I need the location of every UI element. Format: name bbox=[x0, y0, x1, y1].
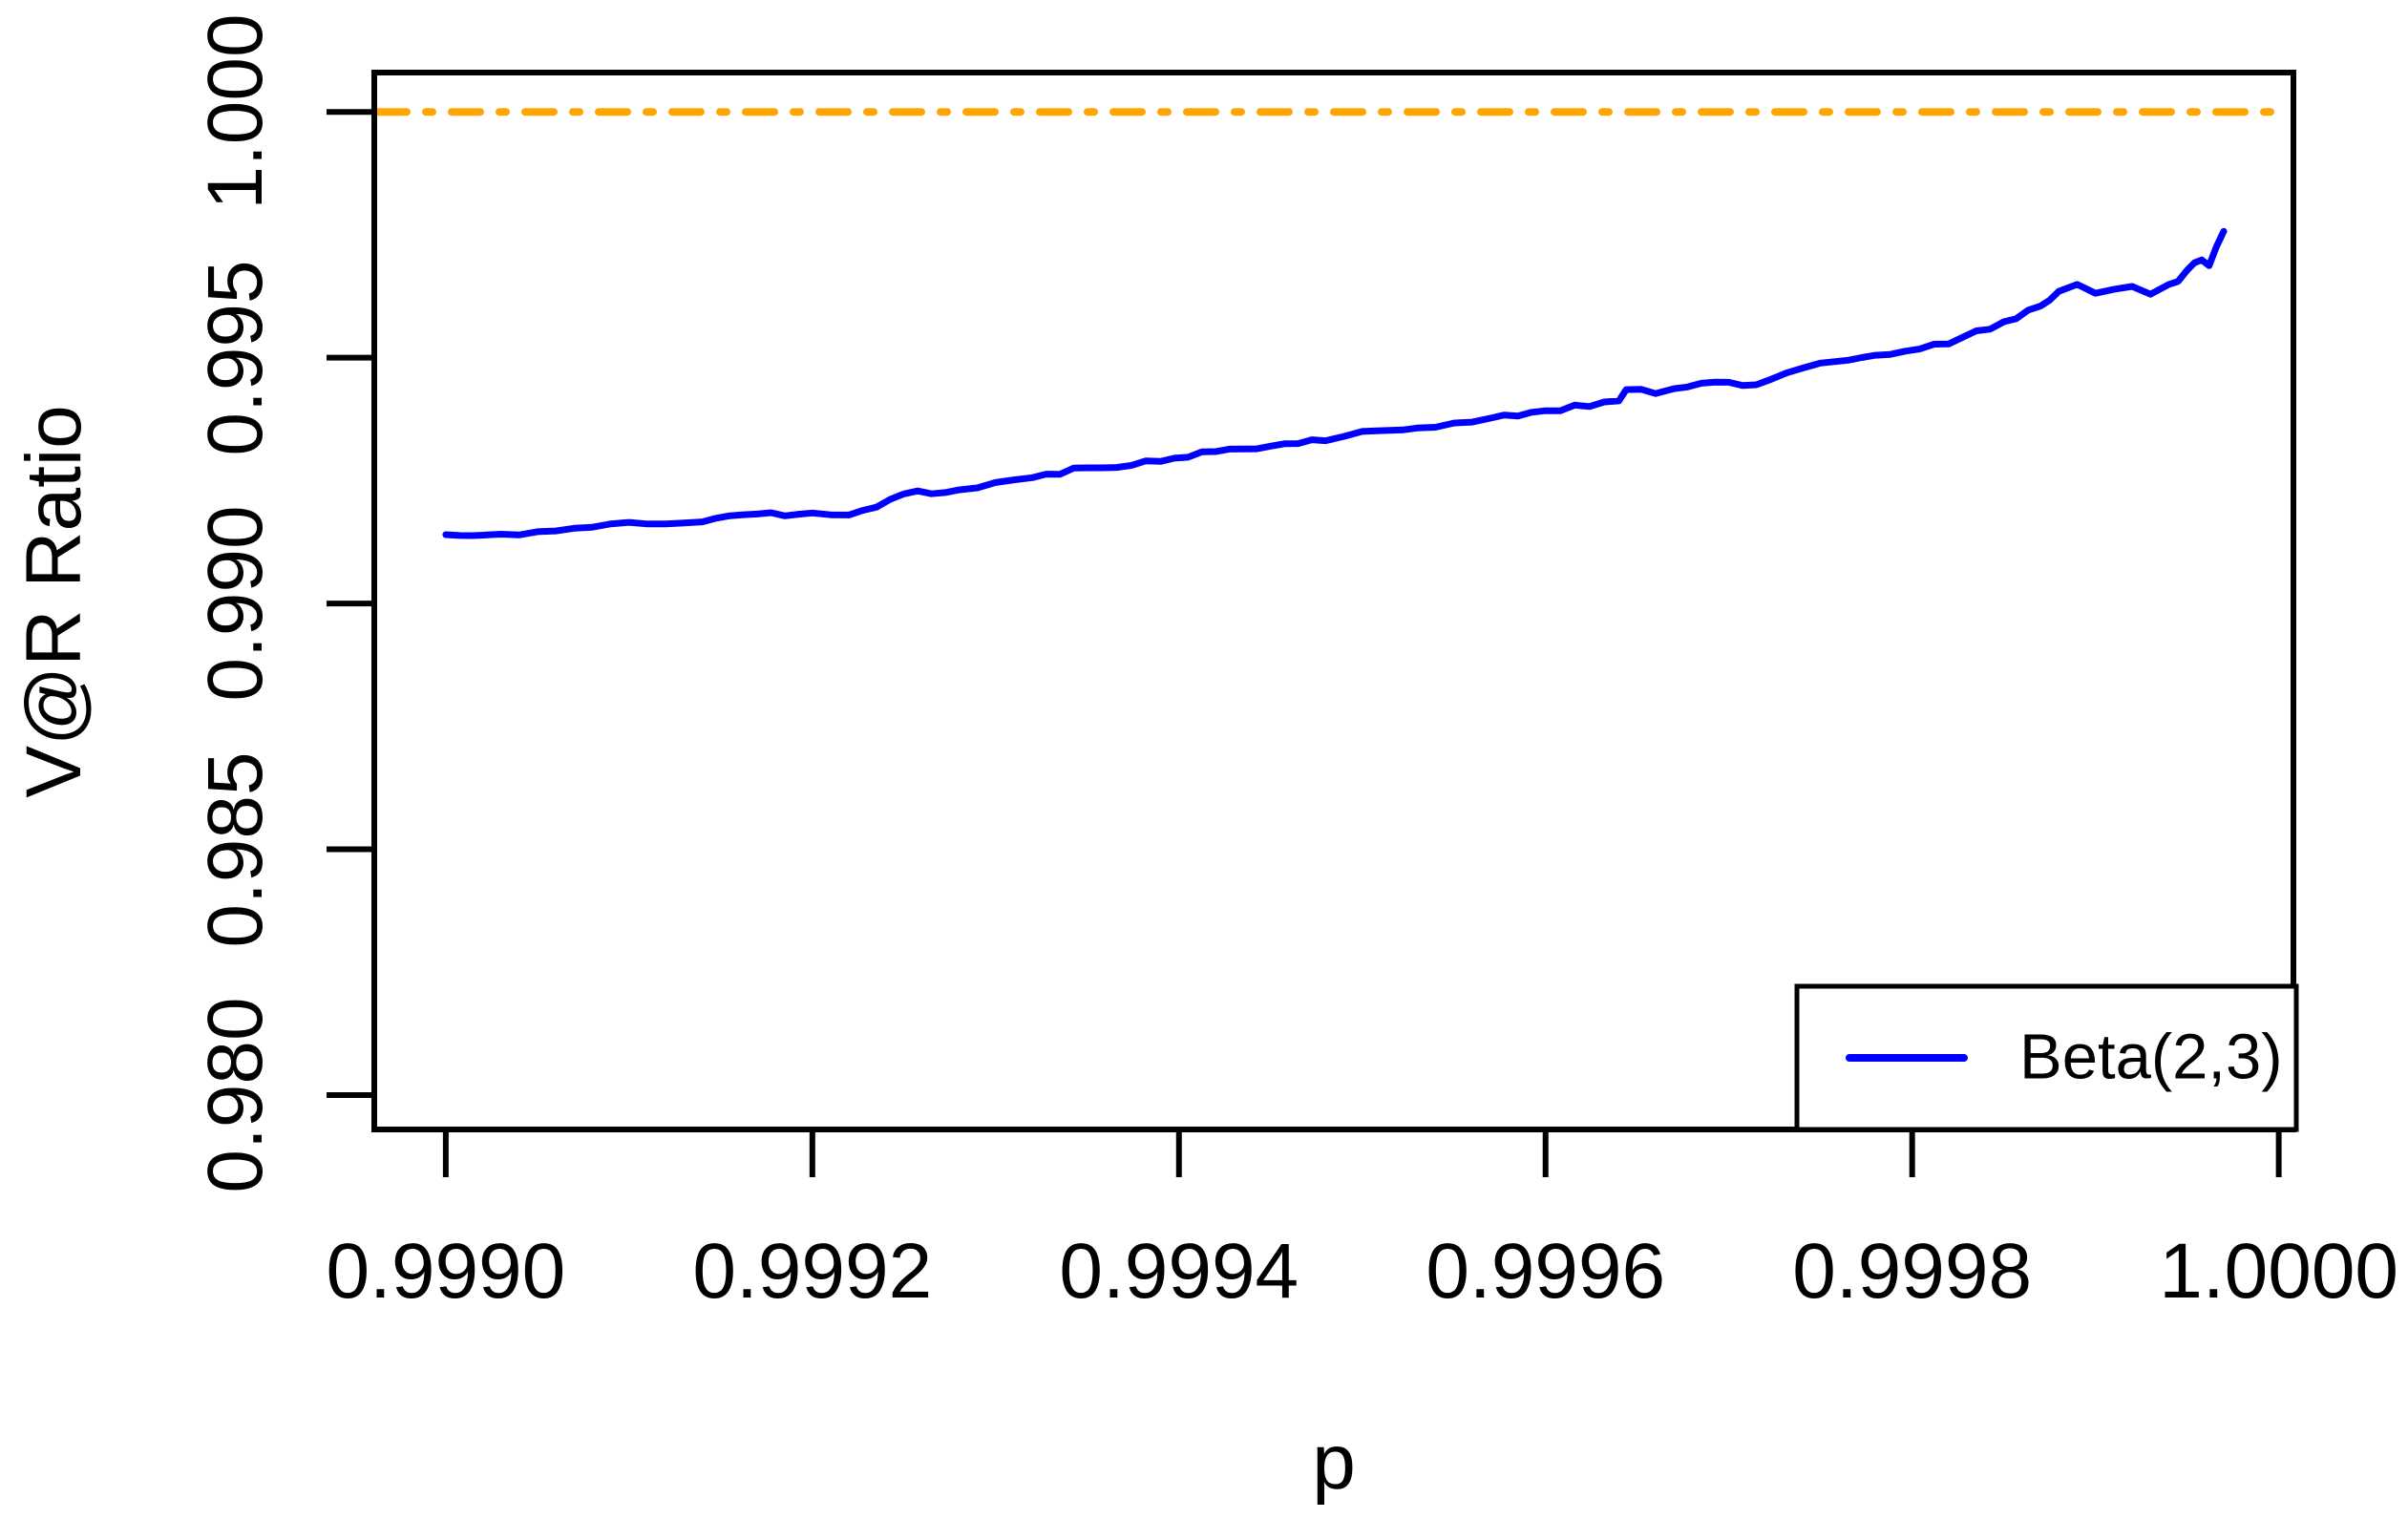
y-axis-title: V@R Ratio bbox=[11, 404, 97, 798]
x-tick-label: 0.9990 bbox=[326, 1228, 566, 1315]
x-tick-label: 0.9996 bbox=[1426, 1228, 1666, 1315]
y-tick-label: 0.990 bbox=[192, 505, 279, 702]
x-tick-label: 0.9998 bbox=[1792, 1228, 2033, 1315]
y-tick-label: 0.985 bbox=[192, 750, 279, 948]
series-line-beta23 bbox=[442, 227, 2228, 539]
x-axis-title: p bbox=[1312, 1419, 1356, 1506]
x-tick-label: 0.9992 bbox=[692, 1228, 933, 1315]
y-tick-label: 1.000 bbox=[192, 13, 279, 210]
y-tick-label: 0.980 bbox=[192, 997, 279, 1193]
plot-box bbox=[371, 70, 2296, 1132]
x-tick-label: 1.0000 bbox=[2159, 1228, 2399, 1315]
y-tick-label: 0.995 bbox=[192, 260, 279, 456]
legend-entry-label: Beta(2,3) bbox=[2019, 1021, 2283, 1093]
x-tick-label: 0.9994 bbox=[1059, 1228, 1299, 1315]
